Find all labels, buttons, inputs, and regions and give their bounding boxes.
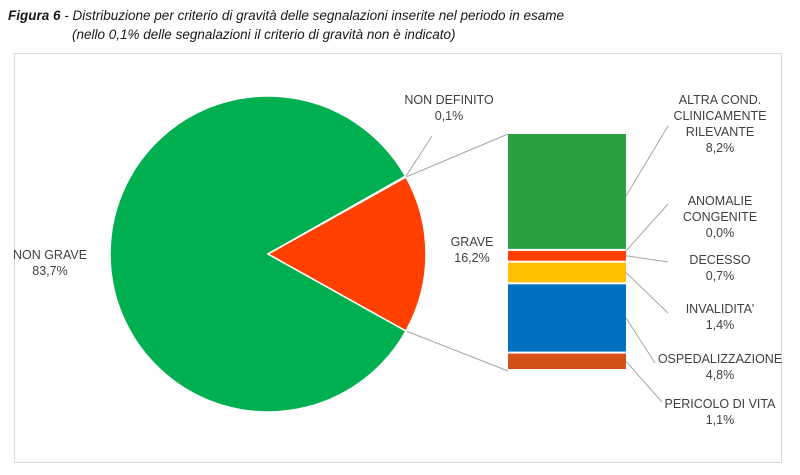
data-label-pericolo-di-vita: PERICOLO DI VITA 1,1% xyxy=(665,397,777,427)
data-label-grave: GRAVE 16,2% xyxy=(451,235,494,265)
data-label-anomalie-congenite: ANOMALIE CONGENITE 0,0% xyxy=(683,194,757,240)
leader-line-pericolo-di-vita xyxy=(625,360,663,403)
leader-line-anomalie-congenite xyxy=(625,203,669,252)
caption-line-1: Distribuzione per criterio di gravità de… xyxy=(72,8,565,23)
leader-lines xyxy=(405,125,669,403)
bar-segment-decesso xyxy=(508,250,626,261)
chart-frame xyxy=(14,53,782,463)
data-labels: NON GRAVE 83,7% GRAVE 16,2% NON DEFINITO 0,1%… xyxy=(13,93,782,427)
leader-line-invalidita xyxy=(625,272,669,314)
bar-segment-ospedalizzazione xyxy=(508,284,626,352)
data-label-invalidita: INVALIDITA' 1,4% xyxy=(686,302,755,332)
connector-line-top xyxy=(405,133,509,178)
breakdown-bar xyxy=(508,134,626,369)
caption-separator: - xyxy=(60,8,73,23)
pie-slice-non-grave xyxy=(109,95,408,413)
leader-line-ospedalizzazione xyxy=(625,317,656,364)
leader-line-decesso xyxy=(625,255,669,263)
pie xyxy=(109,95,427,413)
pie-slice-grave xyxy=(266,175,427,333)
data-label-ospedalizzazione: OSPEDALIZZAZIONE 4,8% xyxy=(658,352,782,382)
caption-line-2: (nello 0,1% delle segnalazioni il criter… xyxy=(72,27,456,42)
connector-lines xyxy=(405,133,509,372)
leader-line-non-definito xyxy=(405,135,433,177)
bar-segment-invalidita xyxy=(508,262,626,283)
figure-caption: Figura 6 - Distribuzione per criterio di… xyxy=(8,6,564,44)
data-label-decesso: DECESSO 0,7% xyxy=(689,253,750,283)
connector-line-bottom xyxy=(405,330,509,372)
figure-label: Figura 6 xyxy=(8,8,61,23)
data-label-altra-cond-clinicamente-rilevante: ALTRA COND. CLINICAMENTE RILEVANTE 8,2% xyxy=(673,93,766,155)
bar-segment-altra-cond-clinicamente-rilevante xyxy=(508,134,626,249)
data-label-non-grave: NON GRAVE 83,7% xyxy=(13,248,87,278)
data-label-non-definito: NON DEFINITO 0,1% xyxy=(404,93,494,123)
leader-line-altra-cond-clinicamente-rilevante xyxy=(625,125,669,197)
bar-segment-pericolo-di-vita xyxy=(508,353,626,369)
